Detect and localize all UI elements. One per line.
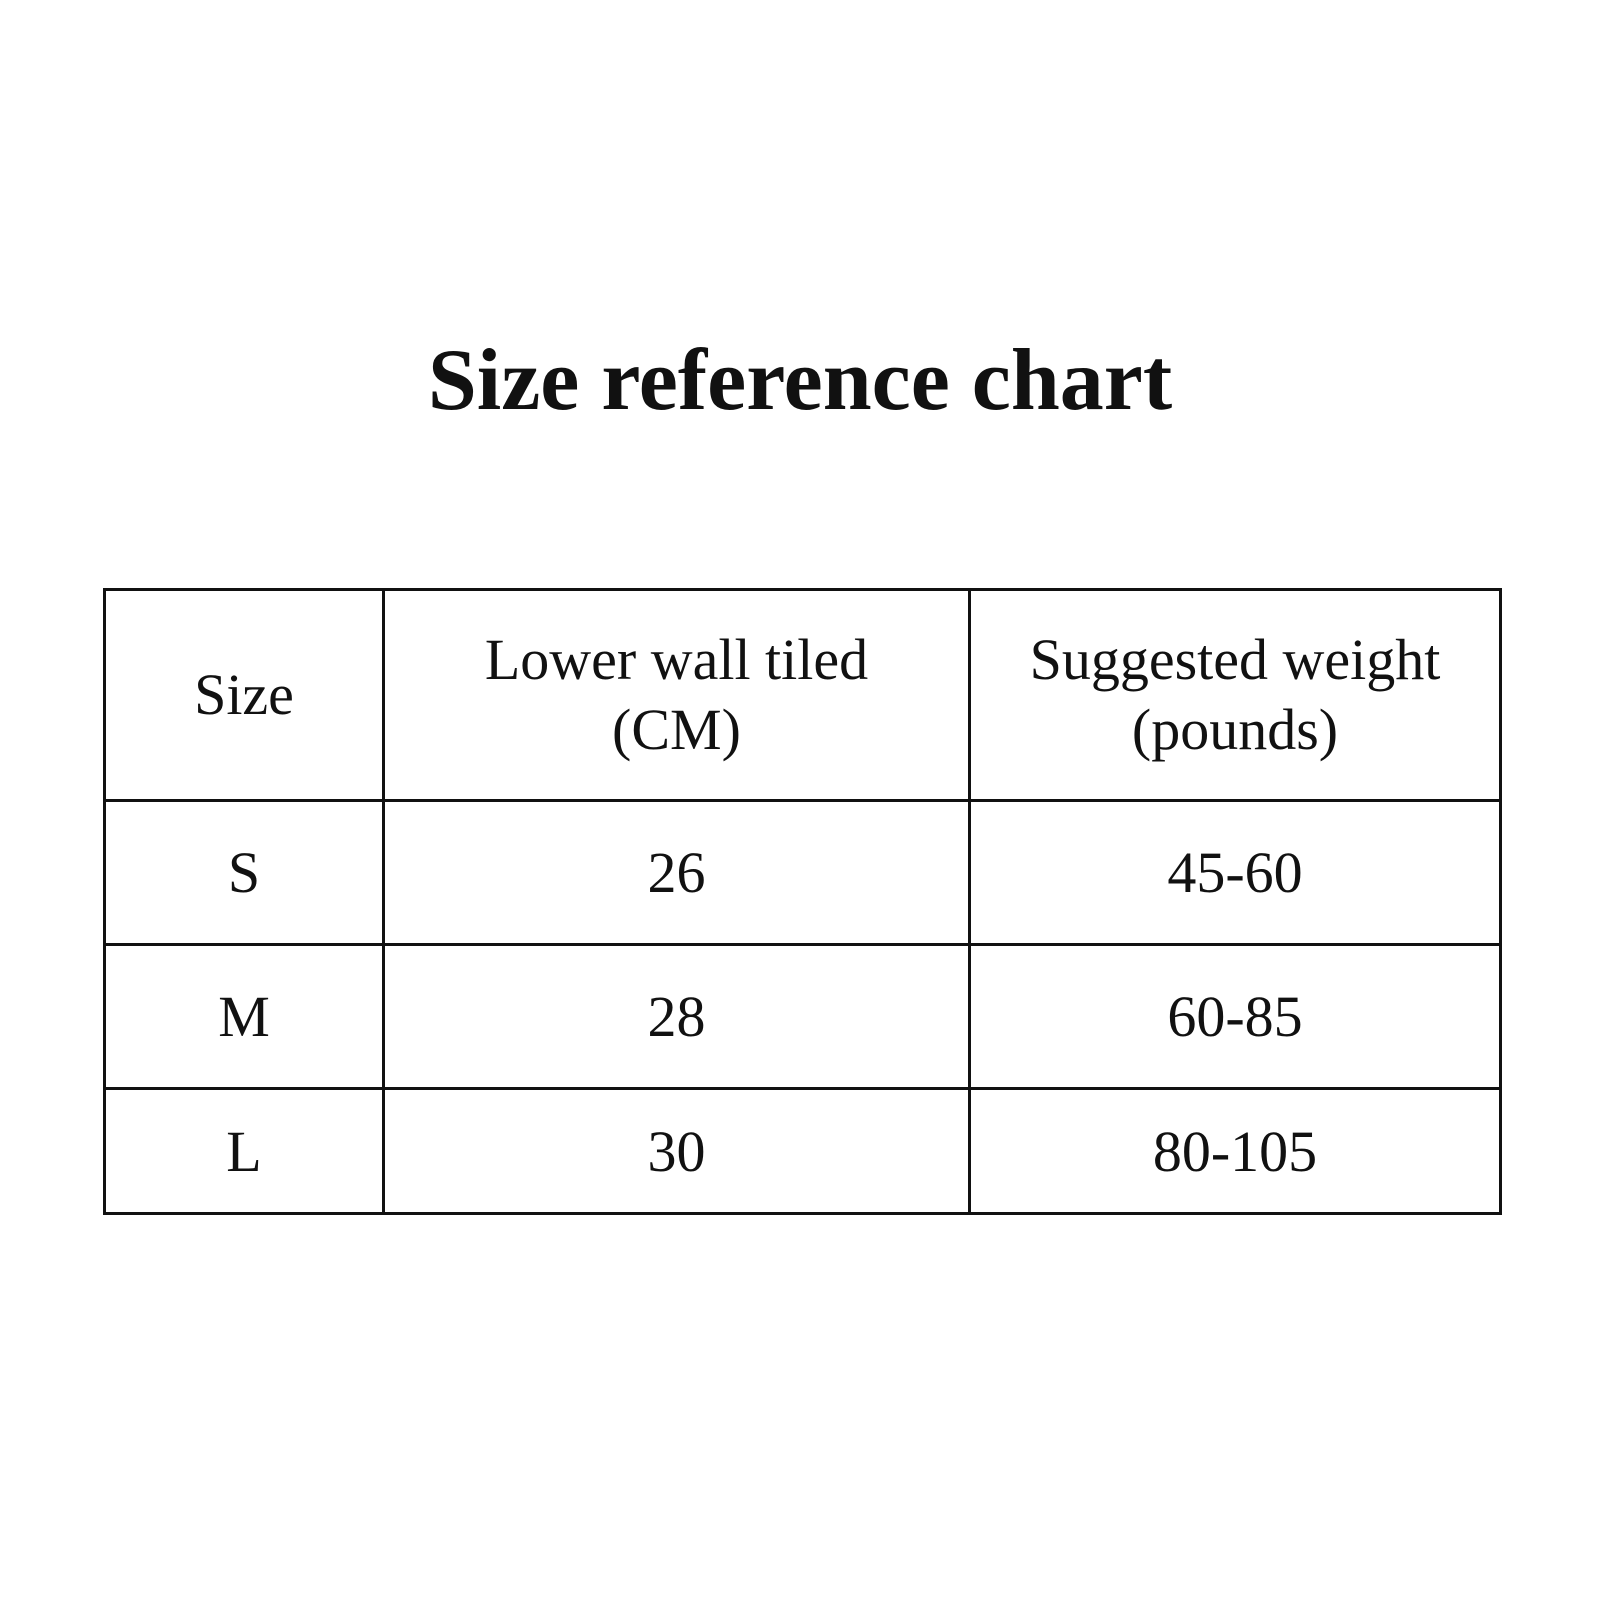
cell-size: M <box>103 943 385 1090</box>
header-lower-wall: Lower wall tiled (CM) <box>382 588 971 802</box>
table-row: S 26 45-60 <box>103 799 1502 946</box>
table-row: M 28 60-85 <box>103 943 1502 1090</box>
size-table: Size Lower wall tiled (CM) Suggested wei… <box>103 588 1502 1215</box>
header-weight: Suggested weight (pounds) <box>968 588 1502 802</box>
cell-lower-wall: 26 <box>382 799 971 946</box>
cell-size: S <box>103 799 385 946</box>
cell-lower-wall: 30 <box>382 1087 971 1215</box>
table-row: L 30 80-105 <box>103 1087 1502 1215</box>
cell-weight: 60-85 <box>968 943 1502 1090</box>
table-header-row: Size Lower wall tiled (CM) Suggested wei… <box>103 588 1502 802</box>
cell-size: L <box>103 1087 385 1215</box>
cell-lower-wall: 28 <box>382 943 971 1090</box>
cell-weight: 45-60 <box>968 799 1502 946</box>
header-size: Size <box>103 588 385 802</box>
page-title: Size reference chart <box>427 332 1173 429</box>
cell-weight: 80-105 <box>968 1087 1502 1215</box>
